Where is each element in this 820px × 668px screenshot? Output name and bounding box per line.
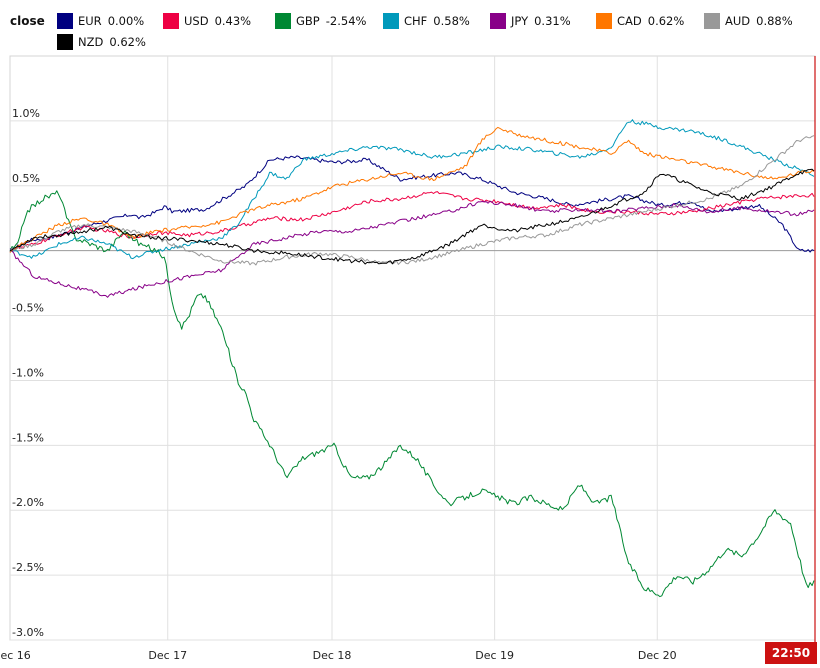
chart-legend: close EUR 0.00% USD 0.43% GBP -2.54% CHF 0.58% J…	[0, 0, 820, 56]
legend-item-cad[interactable]: CAD 0.62%	[596, 12, 684, 30]
legend-series-name: CAD	[617, 14, 642, 28]
legend-series-value: 0.00%	[107, 14, 145, 28]
y-tick-label: -1.5%	[12, 431, 44, 444]
series-line-jpy	[9, 200, 815, 298]
legend-item-nzd[interactable]: NZD 0.62%	[57, 33, 146, 51]
plot-area	[9, 55, 816, 641]
y-tick-label: -2.5%	[12, 561, 44, 574]
series-line-aud	[9, 135, 815, 266]
legend-item-chf[interactable]: CHF 0.58%	[383, 12, 470, 30]
legend-swatch	[275, 13, 291, 29]
legend-series-name: USD	[184, 14, 209, 28]
y-tick-label: 0.5%	[12, 172, 40, 185]
series-line-chf	[9, 119, 815, 260]
y-tick-label: -3.0%	[12, 626, 44, 639]
x-tick-label: Dec 18	[313, 649, 352, 662]
series-line-eur	[9, 155, 815, 253]
legend-item-gbp[interactable]: GBP -2.54%	[275, 12, 366, 30]
legend-swatch	[57, 34, 73, 50]
legend-series-value: 0.58%	[433, 14, 470, 28]
legend-series-name: CHF	[404, 14, 428, 28]
legend-series-value: -2.54%	[325, 14, 367, 28]
legend-series-value: 0.62%	[109, 35, 146, 49]
legend-series-name: NZD	[78, 35, 104, 49]
series-line-gbp	[9, 190, 815, 598]
legend-swatch	[704, 13, 720, 29]
legend-series-name: JPY	[511, 14, 529, 28]
x-tick-label: Dec 19	[475, 649, 514, 662]
y-tick-label: -1.0%	[12, 366, 44, 379]
legend-series-name: EUR	[78, 14, 102, 28]
legend-item-aud[interactable]: AUD 0.88%	[704, 12, 793, 30]
legend-swatch	[163, 13, 179, 29]
legend-series-value: 0.43%	[214, 14, 252, 28]
legend-swatch	[383, 13, 399, 29]
y-tick-label: -2.0%	[12, 496, 44, 509]
legend-item-jpy[interactable]: JPY 0.31%	[490, 12, 571, 30]
legend-item-usd[interactable]: USD 0.43%	[163, 12, 251, 30]
y-tick-label: -0.5%	[12, 302, 44, 315]
legend-series-value: 0.31%	[534, 14, 571, 28]
legend-swatch	[596, 13, 612, 29]
legend-swatch	[490, 13, 506, 29]
legend-series-value: 0.88%	[756, 14, 793, 28]
time-badge: 22:50	[765, 642, 817, 664]
legend-item-eur[interactable]: EUR 0.00%	[57, 12, 144, 30]
x-tick-label: Dec 16	[0, 649, 31, 662]
x-tick-label: Dec 17	[148, 649, 187, 662]
series-line-nzd	[9, 168, 815, 265]
legend-title: close	[10, 14, 45, 28]
y-tick-label: 1.0%	[12, 107, 40, 120]
x-tick-label: Dec 20	[638, 649, 677, 662]
legend-series-value: 0.62%	[647, 14, 685, 28]
legend-series-name: AUD	[725, 14, 751, 28]
legend-swatch	[57, 13, 73, 29]
legend-series-name: GBP	[296, 14, 320, 28]
